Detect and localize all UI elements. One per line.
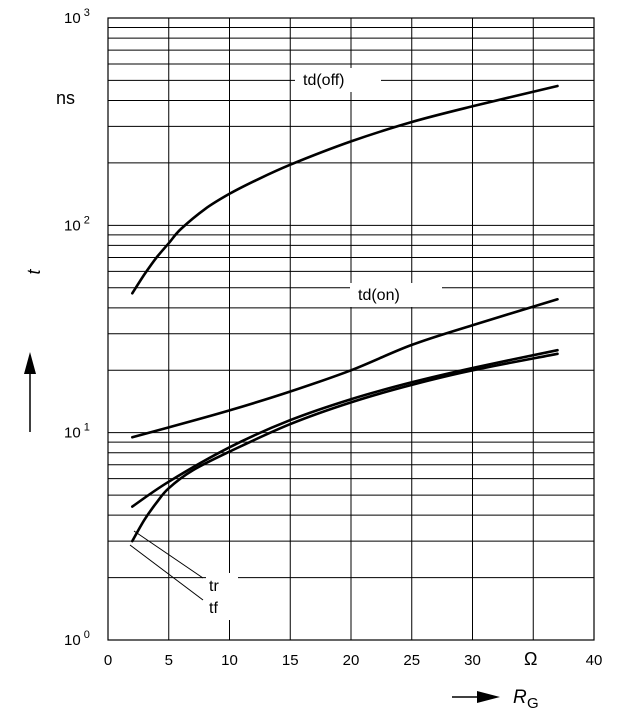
series-line-tr: [131, 348, 559, 508]
x-axis-arrow-head: [477, 691, 500, 703]
series-label-td-on: td(on): [358, 287, 400, 304]
series-label-tf: tf: [209, 600, 218, 617]
x-tick-labels: 0 5 10 15 20 25 30 40: [104, 652, 603, 669]
y-axis-arrow-head: [24, 352, 36, 374]
x-axis-title-subscript: G: [527, 695, 539, 712]
y-tick-label: 10 3: [64, 7, 90, 27]
y-tick-label: 10 1: [64, 422, 90, 442]
series-label-background: [206, 596, 238, 620]
series-label-background: [206, 573, 238, 597]
series-line-td-off: [131, 84, 559, 295]
series-label-tr: tr: [209, 578, 219, 595]
series-label-background: [350, 283, 442, 307]
leader-line-tr: [133, 530, 204, 579]
x-unit-label: Ω: [524, 649, 537, 669]
plot-frame: [107, 17, 595, 641]
x-axis-title: R: [513, 687, 527, 708]
x-tick-label: 5: [165, 652, 173, 669]
y-axis-title: t: [24, 269, 44, 275]
x-tick-label: 25: [403, 652, 420, 669]
y-tick-label: 10 0: [64, 629, 90, 649]
series-label-td-off: td(off): [303, 72, 345, 89]
label-layer: td(off) td(on) tr tf: [129, 68, 442, 620]
grid-layer: [108, 17, 594, 640]
y-unit-label: ns: [56, 88, 75, 108]
x-tick-label: 10: [221, 652, 238, 669]
curve-layer: [131, 84, 559, 543]
x-tick-label: 20: [343, 652, 360, 669]
series-line-td-on: [131, 298, 559, 439]
x-tick-label: 0: [104, 652, 112, 669]
series-line-tf: [131, 352, 559, 543]
x-tick-label: 30: [464, 652, 481, 669]
series-label-background: [295, 68, 381, 92]
x-tick-label: 15: [282, 652, 299, 669]
x-tick-label: 40: [586, 652, 603, 669]
y-tick-label: 10 2: [64, 214, 90, 234]
leader-line-tf: [129, 544, 204, 601]
